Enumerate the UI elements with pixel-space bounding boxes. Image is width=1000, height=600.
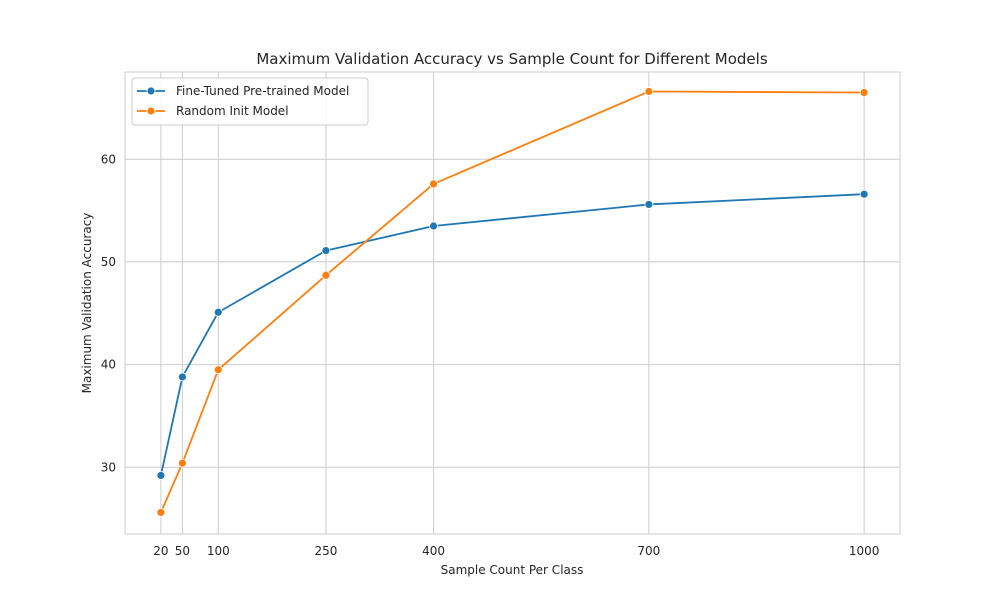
y-tick-label: 50	[101, 255, 116, 269]
series-line	[160, 90, 865, 513]
y-tick-labels: 30 40 50 60	[101, 152, 116, 474]
data-point	[178, 372, 187, 382]
legend-box	[131, 77, 369, 126]
legend-swatch-marker	[146, 86, 156, 96]
data-point	[859, 189, 869, 199]
legend-swatch-marker	[146, 106, 156, 116]
x-tick-labels: 20 50 100 250 400 700 1000	[153, 544, 879, 558]
series-2	[156, 87, 869, 517]
x-axis-label: Sample Count Per Class	[441, 563, 584, 577]
legend-item: Random Init Model	[137, 104, 289, 118]
data-point	[321, 270, 331, 280]
data-point	[321, 246, 331, 256]
x-tick-label: 1000	[849, 544, 880, 558]
series-1	[156, 189, 869, 480]
x-tick-label: 20	[153, 544, 168, 558]
x-tick-label: 400	[422, 544, 445, 558]
data-point	[178, 458, 187, 468]
legend-label: Random Init Model	[176, 104, 289, 118]
legend-item: Fine-Tuned Pre-trained Model	[137, 84, 349, 98]
data-point	[644, 200, 654, 209]
plot-frame	[124, 71, 901, 535]
legend-label: Fine-Tuned Pre-trained Model	[176, 84, 349, 98]
x-tick-label: 250	[314, 544, 337, 558]
y-tick-label: 30	[101, 460, 116, 474]
y-tick-label: 60	[101, 152, 116, 166]
data-point	[213, 307, 223, 317]
data-point	[429, 221, 438, 231]
data-point	[156, 471, 166, 480]
data-point	[156, 508, 166, 517]
data-point	[429, 179, 438, 189]
data-point	[859, 88, 869, 97]
series-layer	[156, 87, 869, 517]
x-tick-label: 50	[175, 544, 190, 558]
data-point	[644, 87, 654, 96]
y-axis-label: Maximum Validation Accuracy	[80, 213, 94, 394]
chart-title: Maximum Validation Accuracy vs Sample Co…	[256, 50, 767, 68]
legend: Fine-Tuned Pre-trained Model Random Init …	[131, 77, 369, 126]
data-point	[213, 365, 223, 375]
x-tick-label: 100	[207, 544, 230, 558]
x-tick-label: 700	[637, 544, 660, 558]
grid	[125, 72, 900, 534]
plot-area	[125, 72, 900, 534]
y-tick-label: 40	[101, 358, 116, 372]
series-line	[160, 193, 865, 476]
